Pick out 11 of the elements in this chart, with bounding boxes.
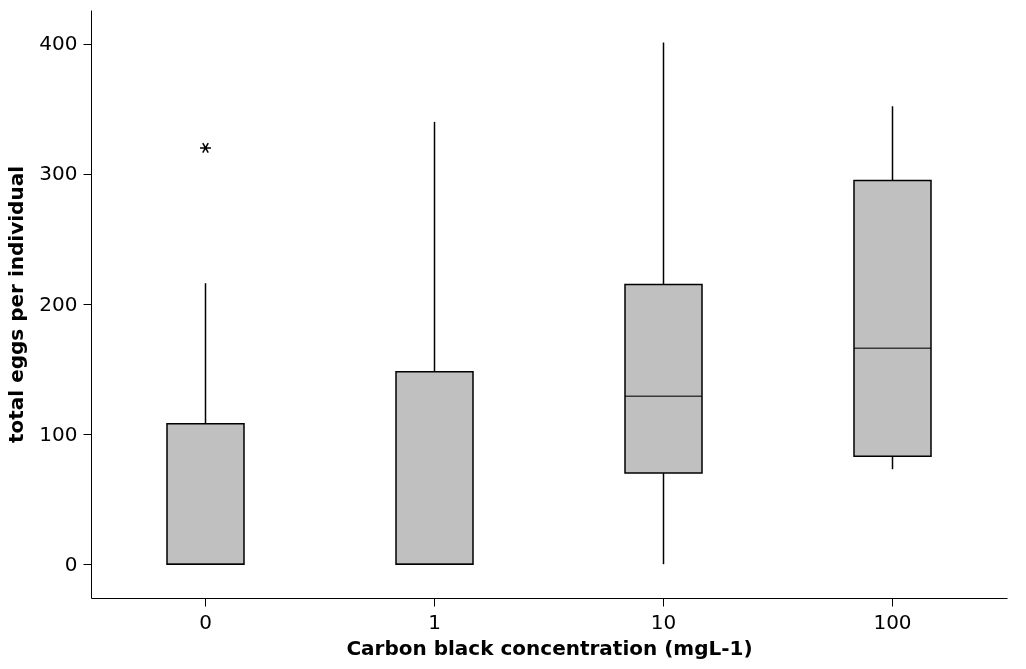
x-tick-label: 100 (873, 609, 912, 634)
x-axis-title: Carbon black concentration (mgL-1) (346, 635, 753, 660)
y-axis-title: total eggs per individual (4, 165, 29, 444)
y-tick-label: 400 (39, 31, 78, 56)
x-tick-label: 1 (428, 609, 441, 634)
x-tick-label: 10 (650, 609, 677, 634)
y-tick-label: 300 (39, 161, 78, 186)
y-tick-label: 100 (39, 421, 78, 446)
y-tick-label: 0 (64, 551, 78, 576)
x-tick-label: 0 (199, 609, 212, 634)
y-tick-label: 200 (39, 291, 78, 316)
